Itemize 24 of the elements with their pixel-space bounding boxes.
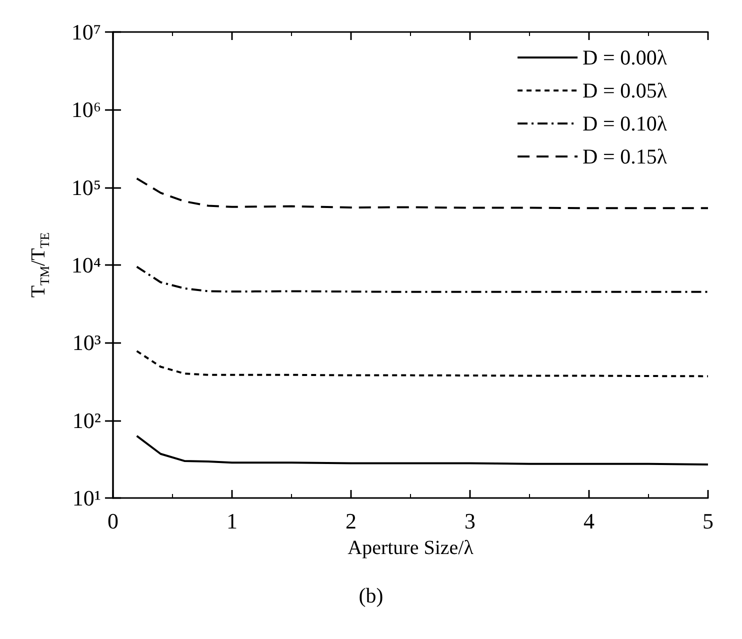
legend-label: D = 0.00λ xyxy=(582,46,668,70)
y-tick-label: 10³ xyxy=(72,330,102,356)
line-series xyxy=(136,177,709,210)
y-tick-label: 10⁵ xyxy=(71,174,101,200)
x-tick-label: 3 xyxy=(464,508,476,534)
legend-label: D = 0.15λ xyxy=(582,144,668,168)
y-tick-label: 10⁶ xyxy=(71,97,101,122)
line-series xyxy=(136,266,709,293)
y-tick-label: 10¹ xyxy=(72,486,101,510)
text: (b) xyxy=(358,584,384,608)
legend-label: D = 0.10λ xyxy=(582,112,668,136)
x-tick-label: 5 xyxy=(702,508,714,534)
y-tick-label: 10⁴ xyxy=(71,252,102,278)
x-tick-label: 4 xyxy=(584,508,594,534)
legend-label: D = 0.05λ xyxy=(582,78,668,102)
y-tick-label: 10⁷ xyxy=(71,20,101,44)
x-tick-label: 0 xyxy=(108,508,118,534)
x-tick-label: 1 xyxy=(226,508,238,534)
y-axis-title: TTM/TTE xyxy=(28,232,52,298)
x-tick-label: 2 xyxy=(346,508,356,534)
x-axis-title: Aperture Size/λ xyxy=(348,537,474,559)
line-series xyxy=(136,434,709,466)
line-series xyxy=(136,350,709,378)
y-tick-label: 10² xyxy=(72,408,102,433)
